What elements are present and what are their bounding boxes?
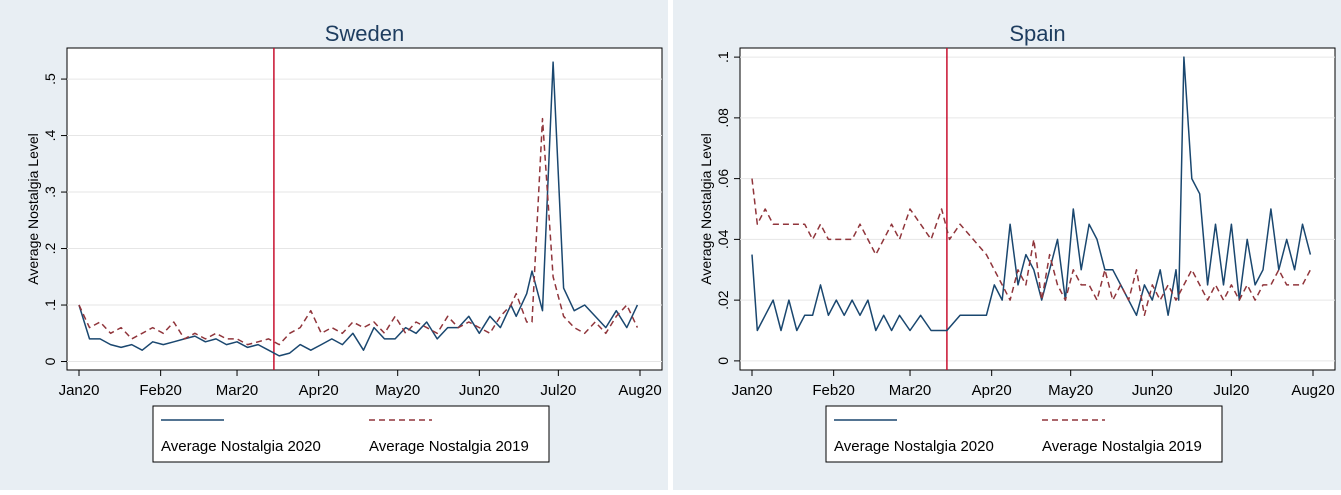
y-tick-label: .5 <box>42 73 58 85</box>
y-axis-label: Average Nostalgia Level <box>25 133 41 285</box>
y-tick-label: .4 <box>42 130 58 142</box>
chart-panel-2: Spain 0 .02 .04 .06 .08 .1 Average Nostalgia Le… <box>673 0 1341 490</box>
y-tick-label: .08 <box>715 108 731 128</box>
x-tick-label: Jun20 <box>1132 382 1173 399</box>
legend-label-2: Average Nostalgia 2019 <box>369 438 529 455</box>
y-tick-label: .06 <box>715 169 731 189</box>
x-tick-label: Aug20 <box>618 382 661 399</box>
y-tick-label: .3 <box>42 186 58 198</box>
legend-label-1: Average Nostalgia 2020 <box>834 438 994 455</box>
x-tick-label: Apr20 <box>972 382 1012 399</box>
x-tick-label: Jun20 <box>459 382 500 399</box>
legend-box <box>825 405 1223 463</box>
x-tick-label: Mar20 <box>216 382 259 399</box>
x-tick-label: Jul20 <box>540 382 576 399</box>
x-tick-label: Apr20 <box>299 382 339 399</box>
x-tick-label: May20 <box>375 382 420 399</box>
series-line-1 <box>78 61 639 357</box>
plot-area <box>739 47 1336 371</box>
y-axis-label: Average Nostalgia Level <box>698 133 714 285</box>
legend-box <box>152 405 550 463</box>
x-tick-label: Aug20 <box>1291 382 1334 399</box>
chart-panel-1: Sweden 0 .1 .2 .3 .4 .5 Average Nostalgia Level… <box>0 0 668 490</box>
x-tick-label: Feb20 <box>139 382 182 399</box>
x-tick-label: Feb20 <box>812 382 855 399</box>
plot-area <box>66 47 663 371</box>
x-tick-label: Jan20 <box>732 382 773 399</box>
x-tick-label: Jan20 <box>59 382 100 399</box>
series-line-1 <box>751 56 1312 332</box>
series-line-2 <box>751 178 1312 317</box>
series-line-2 <box>78 117 639 346</box>
y-tick-label: .02 <box>715 290 731 310</box>
y-tick-label: .04 <box>715 229 731 249</box>
y-tick-label: .1 <box>715 51 731 63</box>
chart-title: Spain <box>1009 21 1065 46</box>
y-tick-label: 0 <box>42 357 58 365</box>
chart-title: Sweden <box>325 21 405 46</box>
y-tick-label: .1 <box>42 299 58 311</box>
y-tick-label: .2 <box>42 242 58 254</box>
x-tick-label: May20 <box>1048 382 1093 399</box>
legend-label-2: Average Nostalgia 2019 <box>1042 438 1202 455</box>
x-tick-label: Jul20 <box>1213 382 1249 399</box>
y-tick-label: 0 <box>715 357 731 365</box>
x-tick-label: Mar20 <box>889 382 932 399</box>
legend-label-1: Average Nostalgia 2020 <box>161 438 321 455</box>
